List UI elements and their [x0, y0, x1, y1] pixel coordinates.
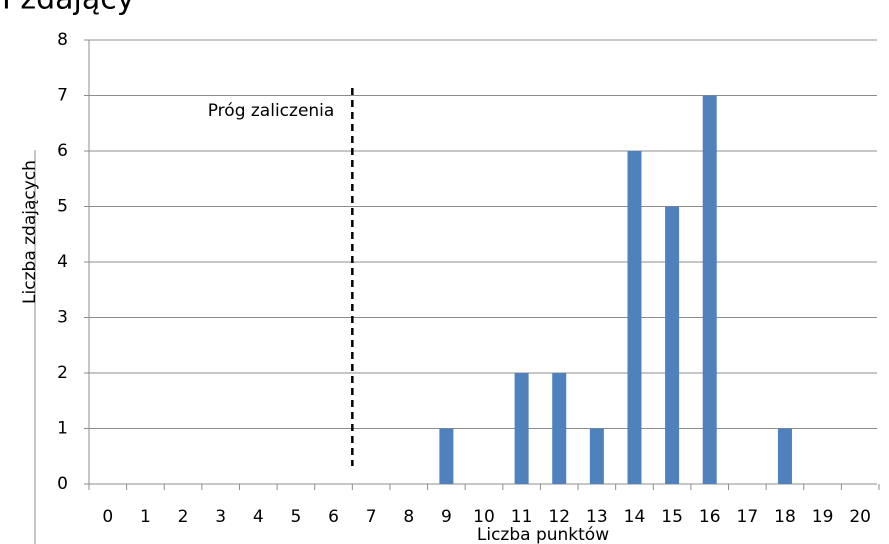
y-tick-label: 6 [57, 141, 68, 161]
x-tick-label: 9 [441, 507, 452, 527]
y-tick-label: 3 [57, 308, 68, 328]
x-tick-label: 3 [215, 507, 226, 527]
y-tick-label: 4 [57, 252, 68, 272]
x-tick-label: 7 [366, 507, 377, 527]
y-tick-label: 1 [57, 419, 68, 439]
x-tick-label: 12 [548, 507, 570, 527]
y-tick-label: 5 [57, 197, 68, 217]
x-tick-label: 11 [511, 507, 533, 527]
x-tick-label: 4 [253, 507, 264, 527]
x-axis-label: Liczba punktów [477, 525, 609, 544]
x-tick-label: 1 [140, 507, 151, 527]
x-tick-label: 13 [586, 507, 608, 527]
x-tick-label: 20 [849, 507, 871, 527]
y-axis-label: Liczba zdających [20, 160, 40, 304]
annotation: Próg zaliczenia [208, 101, 335, 121]
bar [589, 428, 604, 484]
y-tick-label: 2 [57, 363, 68, 383]
x-tick-label: 17 [737, 507, 759, 527]
x-tick-label: 2 [178, 507, 189, 527]
bar [552, 373, 567, 484]
bar [777, 428, 792, 484]
x-tick-label: 8 [403, 507, 414, 527]
y-tick-label: 0 [57, 474, 68, 494]
x-tick-label: 6 [328, 507, 339, 527]
bar [702, 95, 717, 484]
x-tick-label: 15 [661, 507, 683, 527]
bar [665, 206, 680, 484]
x-tick-label: 16 [699, 507, 721, 527]
bar [627, 151, 642, 484]
x-tick-label: 18 [774, 507, 796, 527]
y-tick-label: 7 [57, 86, 68, 106]
y-tick-label: 8 [57, 30, 68, 50]
bar [514, 373, 529, 484]
x-tick-label: 0 [102, 507, 113, 527]
x-tick-label: 19 [812, 507, 834, 527]
x-tick-label: 5 [290, 507, 301, 527]
x-tick-label: 14 [624, 507, 646, 527]
bar [439, 428, 454, 484]
x-tick-label: 10 [473, 507, 495, 527]
chart-title: I zdający [2, 0, 135, 17]
